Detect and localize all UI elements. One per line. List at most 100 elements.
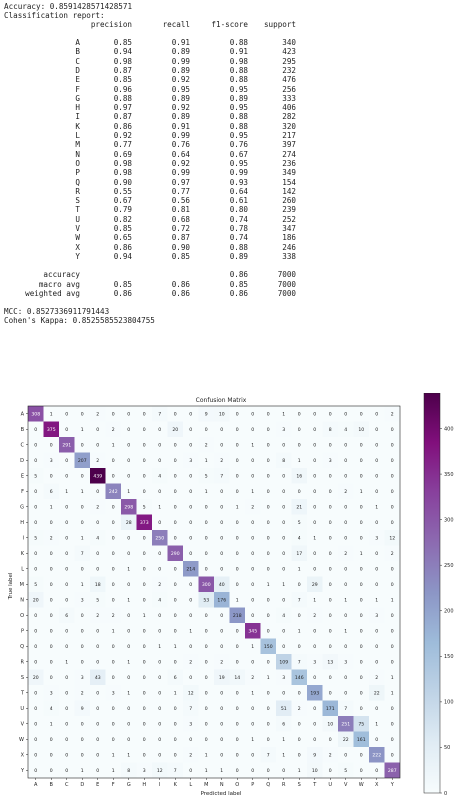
- heatmap-cell: [338, 499, 354, 515]
- cell-value-label: 0: [96, 737, 99, 743]
- cell-value-label: 0: [220, 613, 223, 619]
- row-label: O: [75, 158, 80, 168]
- cell-value-label: 0: [81, 722, 84, 728]
- heatmap-cell: [322, 685, 338, 701]
- heatmap-cell: [229, 716, 245, 732]
- cell-value-label: 1: [313, 598, 316, 604]
- heatmap-cell: [291, 607, 307, 623]
- heatmap-cell: [353, 700, 369, 716]
- heatmap-cell: [121, 731, 137, 747]
- heatmap-cell: [214, 545, 230, 561]
- row-value: 0.98: [113, 158, 132, 168]
- heatmap-cell: [291, 685, 307, 701]
- cell-value-label: 53: [203, 598, 209, 604]
- heatmap-cell: [229, 545, 245, 561]
- heatmap-cell: [105, 669, 121, 685]
- heatmap-cell: [276, 762, 292, 778]
- cell-value-label: 1: [360, 551, 363, 557]
- cell-value-label: 0: [50, 474, 53, 480]
- heatmap-cell: [43, 700, 59, 716]
- heatmap-cell: [245, 592, 261, 608]
- cell-value-label: 1: [174, 644, 177, 650]
- row-value: 0.61: [229, 196, 248, 206]
- heatmap-cell: [353, 623, 369, 639]
- cell-value-label: 0: [158, 629, 161, 635]
- cell-value-label: 298: [124, 505, 133, 511]
- cell-value-label: 0: [189, 644, 192, 650]
- heatmap-cell: [260, 685, 276, 701]
- heatmap-cell: [322, 669, 338, 685]
- heatmap-cell: [43, 561, 59, 577]
- heatmap-cell: [291, 731, 307, 747]
- cell-value-label: 0: [236, 458, 239, 464]
- cell-value-label: 1: [50, 412, 53, 418]
- heatmap-cell: [90, 499, 106, 515]
- heatmap-cell: [214, 483, 230, 499]
- heatmap-cell: [183, 421, 199, 437]
- cell-value-label: 2: [391, 551, 394, 557]
- cell-value-label: 0: [34, 706, 37, 712]
- heatmap-cell: [353, 545, 369, 561]
- heatmap-cell: [90, 468, 106, 484]
- heatmap-cell: [121, 576, 137, 592]
- cell-value-label: 0: [236, 536, 239, 542]
- heatmap-cell: [338, 669, 354, 685]
- cell-value-label: 5: [298, 520, 301, 526]
- heatmap-cell: [338, 483, 354, 499]
- y-tick-label: S: [21, 675, 24, 681]
- cell-value-label: 308: [31, 412, 40, 418]
- row-value: 0.89: [229, 93, 248, 103]
- heatmap-cell: [90, 731, 106, 747]
- heatmap-cell: [369, 421, 385, 437]
- heatmap-cell: [353, 452, 369, 468]
- cell-value-label: 0: [220, 644, 223, 650]
- heatmap-cell: [229, 530, 245, 546]
- cell-value-label: 1: [375, 505, 378, 511]
- heatmap-cell: [121, 483, 137, 499]
- cell-value-label: 0: [236, 660, 239, 666]
- heatmap-cell: [198, 716, 214, 732]
- cell-value-label: 12: [157, 768, 163, 774]
- cell-value-label: 0: [143, 753, 146, 759]
- colorbar-tick-label: 0: [444, 791, 447, 797]
- cell-value-label: 5: [34, 474, 37, 480]
- y-tick-label: O: [20, 613, 24, 619]
- heatmap-cell: [307, 731, 323, 747]
- cell-value-label: 0: [267, 489, 270, 495]
- heatmap-cell: [291, 700, 307, 716]
- heatmap-cell: [167, 452, 183, 468]
- heatmap-cell: [276, 592, 292, 608]
- row-value: 0.99: [171, 56, 190, 66]
- cell-value-label: 0: [127, 629, 130, 635]
- heatmap-cell: [43, 406, 59, 422]
- heatmap-cell: [74, 483, 90, 499]
- cell-value-label: 29: [312, 582, 318, 588]
- heatmap-cell: [152, 421, 168, 437]
- y-tick-label: U: [20, 706, 24, 712]
- cell-value-label: 7: [344, 706, 347, 712]
- cell-value-label: 300: [202, 582, 211, 588]
- heatmap-cell: [369, 406, 385, 422]
- cell-value-label: 0: [65, 520, 68, 526]
- heatmap-cell: [121, 700, 137, 716]
- heatmap-cell: [214, 607, 230, 623]
- heatmap-cell: [198, 421, 214, 437]
- row-label: K: [75, 121, 80, 131]
- heatmap-cell: [136, 762, 152, 778]
- heatmap-cell: [136, 700, 152, 716]
- cell-value-label: 0: [329, 613, 332, 619]
- heatmap-cell: [198, 576, 214, 592]
- heatmap-cell: [338, 731, 354, 747]
- cell-value-label: 0: [344, 644, 347, 650]
- cell-value-label: 1: [251, 443, 254, 449]
- cell-value-label: 287: [388, 768, 397, 774]
- report-row: H 0.97 0.92 0.95 406: [0, 103, 470, 112]
- heatmap-cell: [353, 669, 369, 685]
- cell-value-label: 0: [189, 768, 192, 774]
- cell-value-label: 0: [143, 443, 146, 449]
- heatmap-cell: [136, 623, 152, 639]
- row-value: 0.97: [171, 177, 190, 187]
- colorbar-tick-label: 100: [444, 700, 454, 706]
- cell-value-label: 4: [282, 613, 285, 619]
- heatmap-cell: [229, 406, 245, 422]
